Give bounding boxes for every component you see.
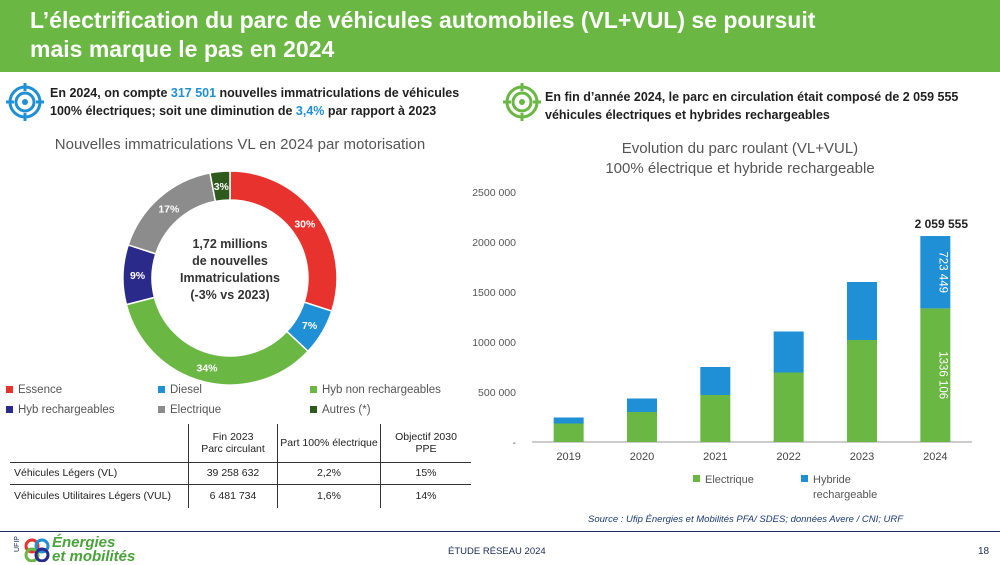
donut-slice-autres [209, 170, 231, 203]
y-tick-label: 2500 000 [472, 187, 516, 199]
bar-electrique-2020 [627, 412, 657, 442]
y-tick-label: 500 000 [478, 387, 516, 399]
y-tick-label: 1000 000 [472, 337, 516, 349]
right-intro-text: En fin d’année 2024, le parc en circulat… [545, 90, 959, 122]
table-header-parc: Fin 2023 Parc circulant [188, 424, 278, 462]
footer-divider [0, 531, 1000, 532]
y-tick-label: 2000 000 [472, 237, 516, 249]
donut-slice-label: 9% [130, 270, 146, 282]
logo-text: Énergies et mobilités [52, 534, 136, 565]
donut-slice-label: 3% [214, 181, 230, 193]
donut-slice-label: 30% [294, 219, 316, 231]
legend-label-electrique: Electrique [705, 474, 754, 486]
legend-swatch-electrique [693, 475, 700, 482]
target-icon-right [503, 83, 541, 121]
legend-label-hybride: Hybride [813, 474, 851, 486]
y-tick-label: 1500 000 [472, 287, 516, 299]
table-row: Véhicules Légers (VL) 39 258 632 2,2% 15… [10, 462, 471, 484]
donut-chart-title: Nouvelles immatriculations VL en 2024 pa… [54, 136, 426, 153]
donut-center-text: 1,72 millions [192, 237, 267, 251]
table-header-objectif: Objectif 2030 PPE [380, 424, 471, 462]
x-tick-label: 2024 [923, 451, 947, 463]
legend-item-electrique: Electrique [158, 404, 221, 416]
legend-label-hybride-2: rechargeable [813, 489, 877, 501]
table-row: Véhicules Utilitaires Légers (VUL) 6 481… [10, 484, 471, 508]
bar-chart: 2500 000 2000 000 1500 000 1000 000 500 000 -… [472, 187, 972, 501]
left-intro-text: En 2024, on compte 317 501 nouvelles imm… [50, 86, 460, 118]
header-banner: L’électrification du parc de véhicules a… [0, 0, 1000, 72]
x-tick-label: 2023 [850, 451, 874, 463]
bar-hybride-2020 [627, 398, 657, 412]
ufip-logo-icon [24, 538, 50, 562]
donut-center-text: (-3% vs 2023) [190, 288, 269, 302]
footer-title: ÉTUDE RÉSEAU 2024 [448, 546, 546, 557]
bar-hybride-2024 [920, 236, 951, 309]
legend-item-hyb-non-rech: Hyb non rechargeables [310, 384, 441, 396]
legend-item-autres: Autres (*) [310, 404, 371, 416]
legend-item-hyb-rech: Hyb rechargeables [6, 404, 115, 416]
bar-electrique-2024 [920, 308, 951, 442]
donut-slice-label: 7% [302, 320, 318, 332]
donut-slice-label: 34% [196, 363, 218, 375]
donut-legend: Essence Diesel Hyb non rechargeables Hyb… [0, 384, 470, 420]
bar-label-hybride: 723 449 [936, 251, 948, 293]
x-tick-label: 2019 [556, 451, 580, 463]
source-note: Source : Ufip Énergies et Mobilités PFA/… [588, 514, 904, 525]
ufip-label: UFIP [14, 536, 21, 552]
legend-swatch-hybride [801, 475, 808, 482]
y-tick-label: - [513, 437, 517, 449]
donut-center-text: de nouvelles [192, 254, 268, 268]
bar-electrique-2021 [700, 395, 731, 442]
donut-slice-label: 17% [158, 204, 180, 216]
fleet-stats-table: Fin 2023 Parc circulant Part 100% électri… [10, 424, 471, 508]
x-tick-label: 2022 [776, 451, 800, 463]
page-number: 18 [978, 546, 990, 557]
page-title: L’électrification du parc de véhicules a… [30, 7, 816, 62]
bar-chart-title: Evolution du parc roulant (VL+VUL) 100% … [605, 140, 875, 177]
bar-hybride-2021 [700, 367, 731, 395]
x-tick-label: 2021 [703, 451, 727, 463]
x-tick-label: 2020 [630, 451, 654, 463]
bar-label-electrique: 1336 106 [936, 351, 948, 399]
bar-electrique-2023 [847, 340, 877, 442]
bar-hybride-2023 [847, 282, 877, 340]
bar-hybride-2022 [773, 331, 804, 373]
bar-electrique-2022 [773, 372, 804, 442]
target-icon-left [6, 83, 44, 121]
bar-electrique-2019 [553, 423, 584, 442]
table-header-part: Part 100% électrique [277, 424, 381, 462]
donut-center-text: Immatriculations [180, 271, 280, 285]
bar-hybride-2019 [553, 417, 584, 424]
donut-chart: 30% 7% 34% 9% 17% 3% 1,72 millions de nouvelles… [122, 170, 338, 386]
legend-item-diesel: Diesel [158, 384, 202, 396]
legend-item-essence: Essence [6, 384, 62, 396]
total-label: 2 059 555 [915, 217, 969, 231]
